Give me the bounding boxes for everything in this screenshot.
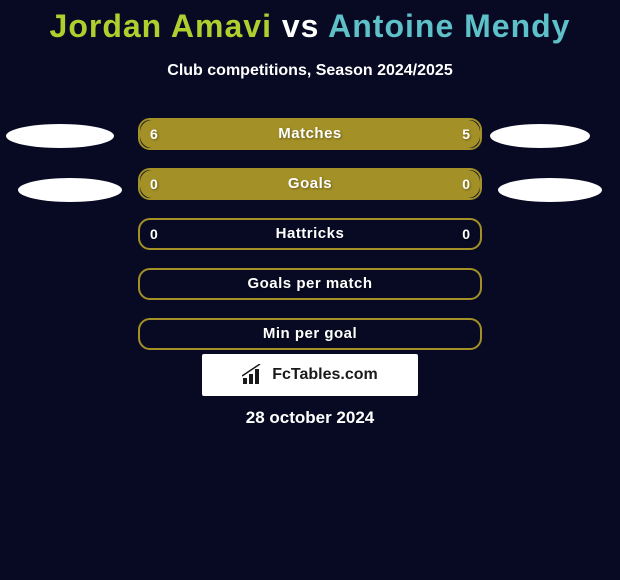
chart-icon — [242, 364, 264, 386]
stat-left-value: 0 — [150, 170, 158, 198]
stat-bar: Hattricks0 0 — [138, 218, 482, 250]
stat-bar: Goals per match — [138, 268, 482, 300]
player-a-name: Jordan Amavi — [50, 8, 272, 44]
vs-separator: vs — [272, 8, 328, 44]
stat-right-value: 0 — [462, 220, 470, 248]
snapshot-date: 28 october 2024 — [0, 408, 620, 428]
player-b-name: Antoine Mendy — [328, 8, 570, 44]
stat-right-value: 5 — [462, 120, 470, 148]
stat-bar-label: Goals — [140, 170, 480, 198]
stat-bar-label: Hattricks — [140, 220, 480, 248]
stats-bars: Matches65Goals00Hattricks00Goals per mat… — [0, 118, 620, 368]
photo-placeholder — [490, 124, 590, 148]
photo-placeholder — [498, 178, 602, 202]
subtitle: Club competitions, Season 2024/2025 — [0, 62, 620, 80]
stat-left-value: 6 — [150, 120, 158, 148]
comparison-title: Jordan Amavi vs Antoine Mendy — [0, 0, 620, 45]
photo-placeholder — [6, 124, 114, 148]
stat-bar: Min per goal — [138, 318, 482, 350]
player-comparison-card: Jordan Amavi vs Antoine Mendy Club compe… — [0, 0, 620, 580]
stat-bar: Matches6 5 — [138, 118, 482, 150]
fctables-logo[interactable]: FcTables.com — [202, 354, 418, 396]
logo-text: FcTables.com — [272, 366, 378, 384]
stat-left-value: 0 — [150, 220, 158, 248]
photo-placeholder — [18, 178, 122, 202]
stat-bar: Goals0 0 — [138, 168, 482, 200]
stat-bar-label: Min per goal — [140, 320, 480, 348]
stat-right-value: 0 — [462, 170, 470, 198]
stat-bar-label: Matches — [140, 120, 480, 148]
stat-bar-label: Goals per match — [140, 270, 480, 298]
